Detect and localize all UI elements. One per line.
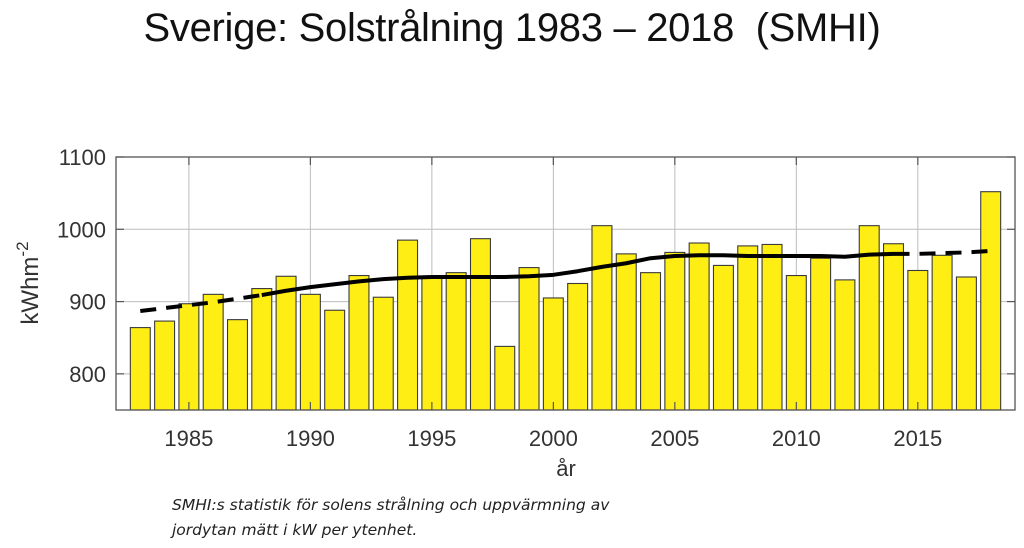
y-tick-label: 1000	[57, 217, 106, 242]
bar-1999	[518, 267, 540, 411]
bar-1994	[397, 239, 419, 411]
x-tick-label: 1985	[164, 426, 213, 451]
bar-1993	[372, 296, 394, 411]
bar-1991	[324, 309, 346, 411]
bar-2015	[907, 269, 929, 411]
bar-2009	[761, 243, 783, 411]
bar-1983	[129, 327, 151, 411]
trend-line-dashed-end	[893, 248, 991, 256]
bar-2012	[834, 279, 856, 411]
bar-1996	[445, 272, 467, 411]
bar-1992	[348, 274, 370, 411]
bars	[129, 191, 1002, 411]
trend-line	[140, 248, 991, 313]
trend-line-dashed-start	[140, 293, 263, 313]
y-tick-label: 1100	[59, 145, 106, 170]
bar-1987	[226, 319, 248, 411]
grid-lines	[116, 156, 1015, 410]
y-tick-labels: 800 900 1000 1100	[57, 145, 106, 387]
plot-frame	[115, 156, 1016, 411]
x-tick-label: 2015	[893, 426, 942, 451]
bar-2003	[615, 253, 637, 411]
x-tick-label: 1995	[407, 426, 456, 451]
axis-ticks	[116, 156, 1015, 410]
bar-1990	[299, 293, 321, 411]
bar-2017	[955, 276, 977, 411]
bar-2001	[567, 282, 589, 411]
caption-line-2: jordytan mätt i kW per ytenhet.	[172, 521, 418, 539]
y-tick-label: 900	[69, 290, 106, 315]
bar-2011	[810, 257, 832, 411]
bar-2014	[883, 243, 905, 411]
bar-1985	[178, 303, 200, 411]
bar-1984	[154, 320, 176, 411]
bar-1989	[275, 275, 297, 411]
bar-2004	[640, 272, 662, 411]
x-tick-label: 2010	[772, 426, 821, 451]
bar-1988	[251, 288, 273, 411]
bar-2008	[737, 245, 759, 411]
bar-2006	[688, 242, 710, 411]
bar-1997	[469, 238, 491, 411]
x-tick-label: 1990	[286, 426, 335, 451]
bar-2010	[785, 274, 807, 411]
y-axis-label-exponent: -2	[13, 241, 32, 256]
bar-2002	[591, 225, 613, 411]
figure-caption: SMHI:s statistik för solens strålning oc…	[172, 493, 609, 543]
x-tick-label: 2000	[529, 426, 578, 451]
x-tick-labels: 1985 1990 1995 2000 2005 2010 2015	[164, 426, 942, 451]
y-tick-label: 800	[69, 362, 106, 387]
caption-line-1: SMHI:s statistik för solens strålning oc…	[172, 496, 610, 514]
bar-2007	[712, 264, 734, 411]
trend-line-solid	[261, 251, 894, 298]
bar-1998	[494, 345, 516, 411]
page-title: Sverige: Solstrålning 1983 – 2018 (SMHI)	[143, 6, 881, 50]
x-tick-label: 2005	[650, 426, 699, 451]
y-axis-label-unit: kWhm	[17, 257, 44, 325]
bar-1986	[202, 293, 224, 411]
x-axis-label: år	[556, 456, 576, 481]
bar-2005	[664, 251, 686, 411]
bar-2000	[542, 297, 564, 411]
bar-1995	[421, 276, 443, 411]
bar-2016	[931, 254, 953, 411]
y-axis-label: kWhm-2	[13, 241, 44, 324]
bar-2018	[980, 191, 1002, 411]
y-axis-label-group: kWhm-2	[13, 241, 44, 324]
